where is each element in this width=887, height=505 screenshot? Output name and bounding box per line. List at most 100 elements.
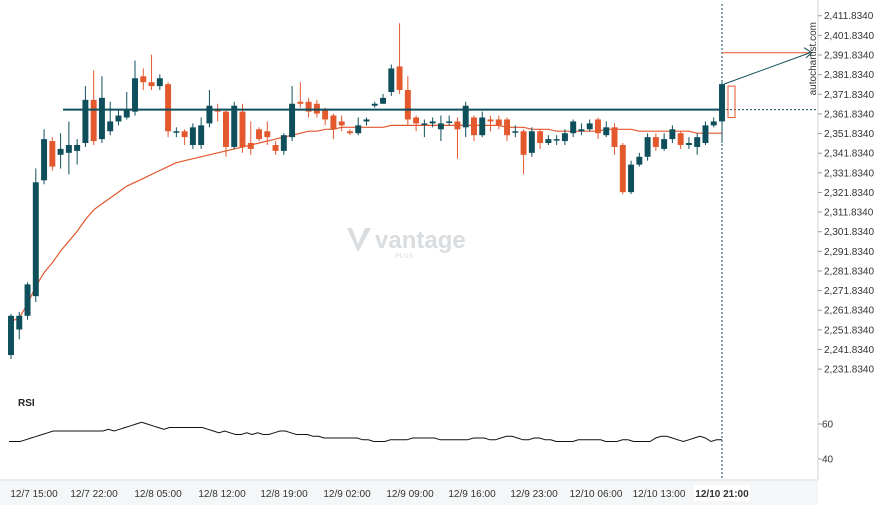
- candle: [595, 117, 601, 140]
- candle: [396, 23, 403, 94]
- candle: [669, 125, 676, 144]
- candle-body: [685, 143, 692, 145]
- rsi-y-axis: 60 40: [818, 420, 834, 466]
- y-tick-label: 2,241.8340: [824, 345, 874, 356]
- candle: [355, 117, 362, 136]
- candle-body: [421, 123, 428, 125]
- candle: [421, 119, 428, 138]
- candle-body: [198, 125, 205, 145]
- x-tick-label: 12/8 19:00: [260, 489, 308, 500]
- candle-body: [74, 144, 81, 151]
- candle-body: [173, 131, 180, 133]
- candle-body: [462, 105, 469, 128]
- overlay-layer: [63, 4, 818, 492]
- candle-body: [181, 131, 188, 138]
- candle-body: [380, 97, 387, 104]
- candle-body: [429, 121, 436, 124]
- candle: [661, 133, 668, 151]
- candles-layer: [8, 23, 725, 359]
- candle: [32, 168, 39, 303]
- moving-average-line: [10, 124, 722, 323]
- candle: [247, 121, 254, 155]
- candle-body: [272, 144, 279, 151]
- candle-body: [561, 133, 568, 142]
- candle: [330, 113, 337, 140]
- x-tick-label: 12/8 05:00: [134, 489, 182, 500]
- candle-body: [413, 117, 420, 124]
- autochartist-label: autochartist.com: [808, 22, 819, 95]
- candle-body: [479, 117, 486, 136]
- candle-body: [264, 131, 271, 138]
- candle-body: [644, 137, 651, 157]
- candle: [710, 117, 717, 128]
- candle-body: [338, 121, 345, 126]
- y-tick-label: 2,411.8340: [824, 11, 874, 22]
- candle: [528, 127, 535, 157]
- forecast-box: [727, 85, 736, 119]
- candle-body: [239, 111, 246, 147]
- candle-body: [371, 103, 378, 106]
- y-tick-label: 2,281.8340: [824, 266, 874, 277]
- candle: [280, 133, 287, 155]
- candle-body: [619, 144, 626, 193]
- candle-body: [528, 131, 535, 153]
- candle: [495, 115, 502, 130]
- candle-body: [570, 121, 577, 134]
- candle: [363, 117, 370, 126]
- candle-body: [231, 105, 238, 147]
- candle: [140, 68, 147, 91]
- candle-body: [553, 139, 560, 141]
- candle-body: [404, 90, 411, 120]
- candle: [16, 311, 23, 340]
- x-tick-label: 12/10 06:00: [570, 489, 623, 500]
- candle-body: [156, 78, 163, 87]
- candle: [156, 74, 163, 91]
- candle: [346, 129, 353, 136]
- candle-body: [330, 115, 337, 130]
- x-tick-label: 12/9 16:00: [448, 489, 496, 500]
- candle: [504, 117, 511, 142]
- candle: [289, 86, 296, 142]
- candle: [462, 101, 469, 138]
- candle: [189, 123, 196, 149]
- candle: [297, 82, 304, 108]
- x-tick-label: 12/9 09:00: [386, 489, 434, 500]
- moving-average-layer: [10, 124, 722, 323]
- candle-body: [57, 148, 64, 155]
- candle: [132, 60, 138, 116]
- x-tick-label: 12/7 15:00: [10, 489, 58, 500]
- candle: [404, 76, 411, 126]
- candle: [380, 93, 387, 104]
- candle-body: [123, 109, 130, 118]
- y-tick-label: 2,371.8340: [824, 90, 874, 101]
- y-tick-label: 2,321.8340: [824, 188, 874, 199]
- candle-body: [652, 137, 659, 147]
- candle: [677, 131, 684, 149]
- candle: [603, 121, 610, 138]
- candle-body: [247, 143, 254, 149]
- y-tick-label: 2,311.8340: [824, 208, 874, 219]
- candle: [446, 115, 453, 126]
- candle-body: [256, 129, 262, 140]
- y-tick-label: 2,261.8340: [824, 306, 874, 317]
- candle: [214, 103, 221, 122]
- candle: [24, 282, 31, 320]
- candle: [181, 129, 188, 145]
- candle-body: [16, 315, 23, 330]
- x-axis: 12/7 15:00 12/7 22:00 12/8 05:00 12/8 12:00…: [0, 479, 818, 505]
- x-tick-label: 12/8 12:00: [198, 489, 246, 500]
- candle-body: [322, 109, 329, 120]
- candle: [264, 121, 271, 145]
- watermark: vantage PLUS: [347, 227, 466, 260]
- candle-body: [115, 115, 122, 122]
- candle-body: [363, 119, 370, 122]
- candle-body: [32, 182, 39, 297]
- candle-body: [636, 156, 643, 165]
- candle: [305, 97, 312, 118]
- candle: [471, 115, 477, 142]
- candle: [619, 143, 626, 195]
- rsi-line: [9, 421, 722, 443]
- candle: [272, 141, 279, 155]
- candle-body: [669, 129, 676, 140]
- candle: [454, 117, 461, 159]
